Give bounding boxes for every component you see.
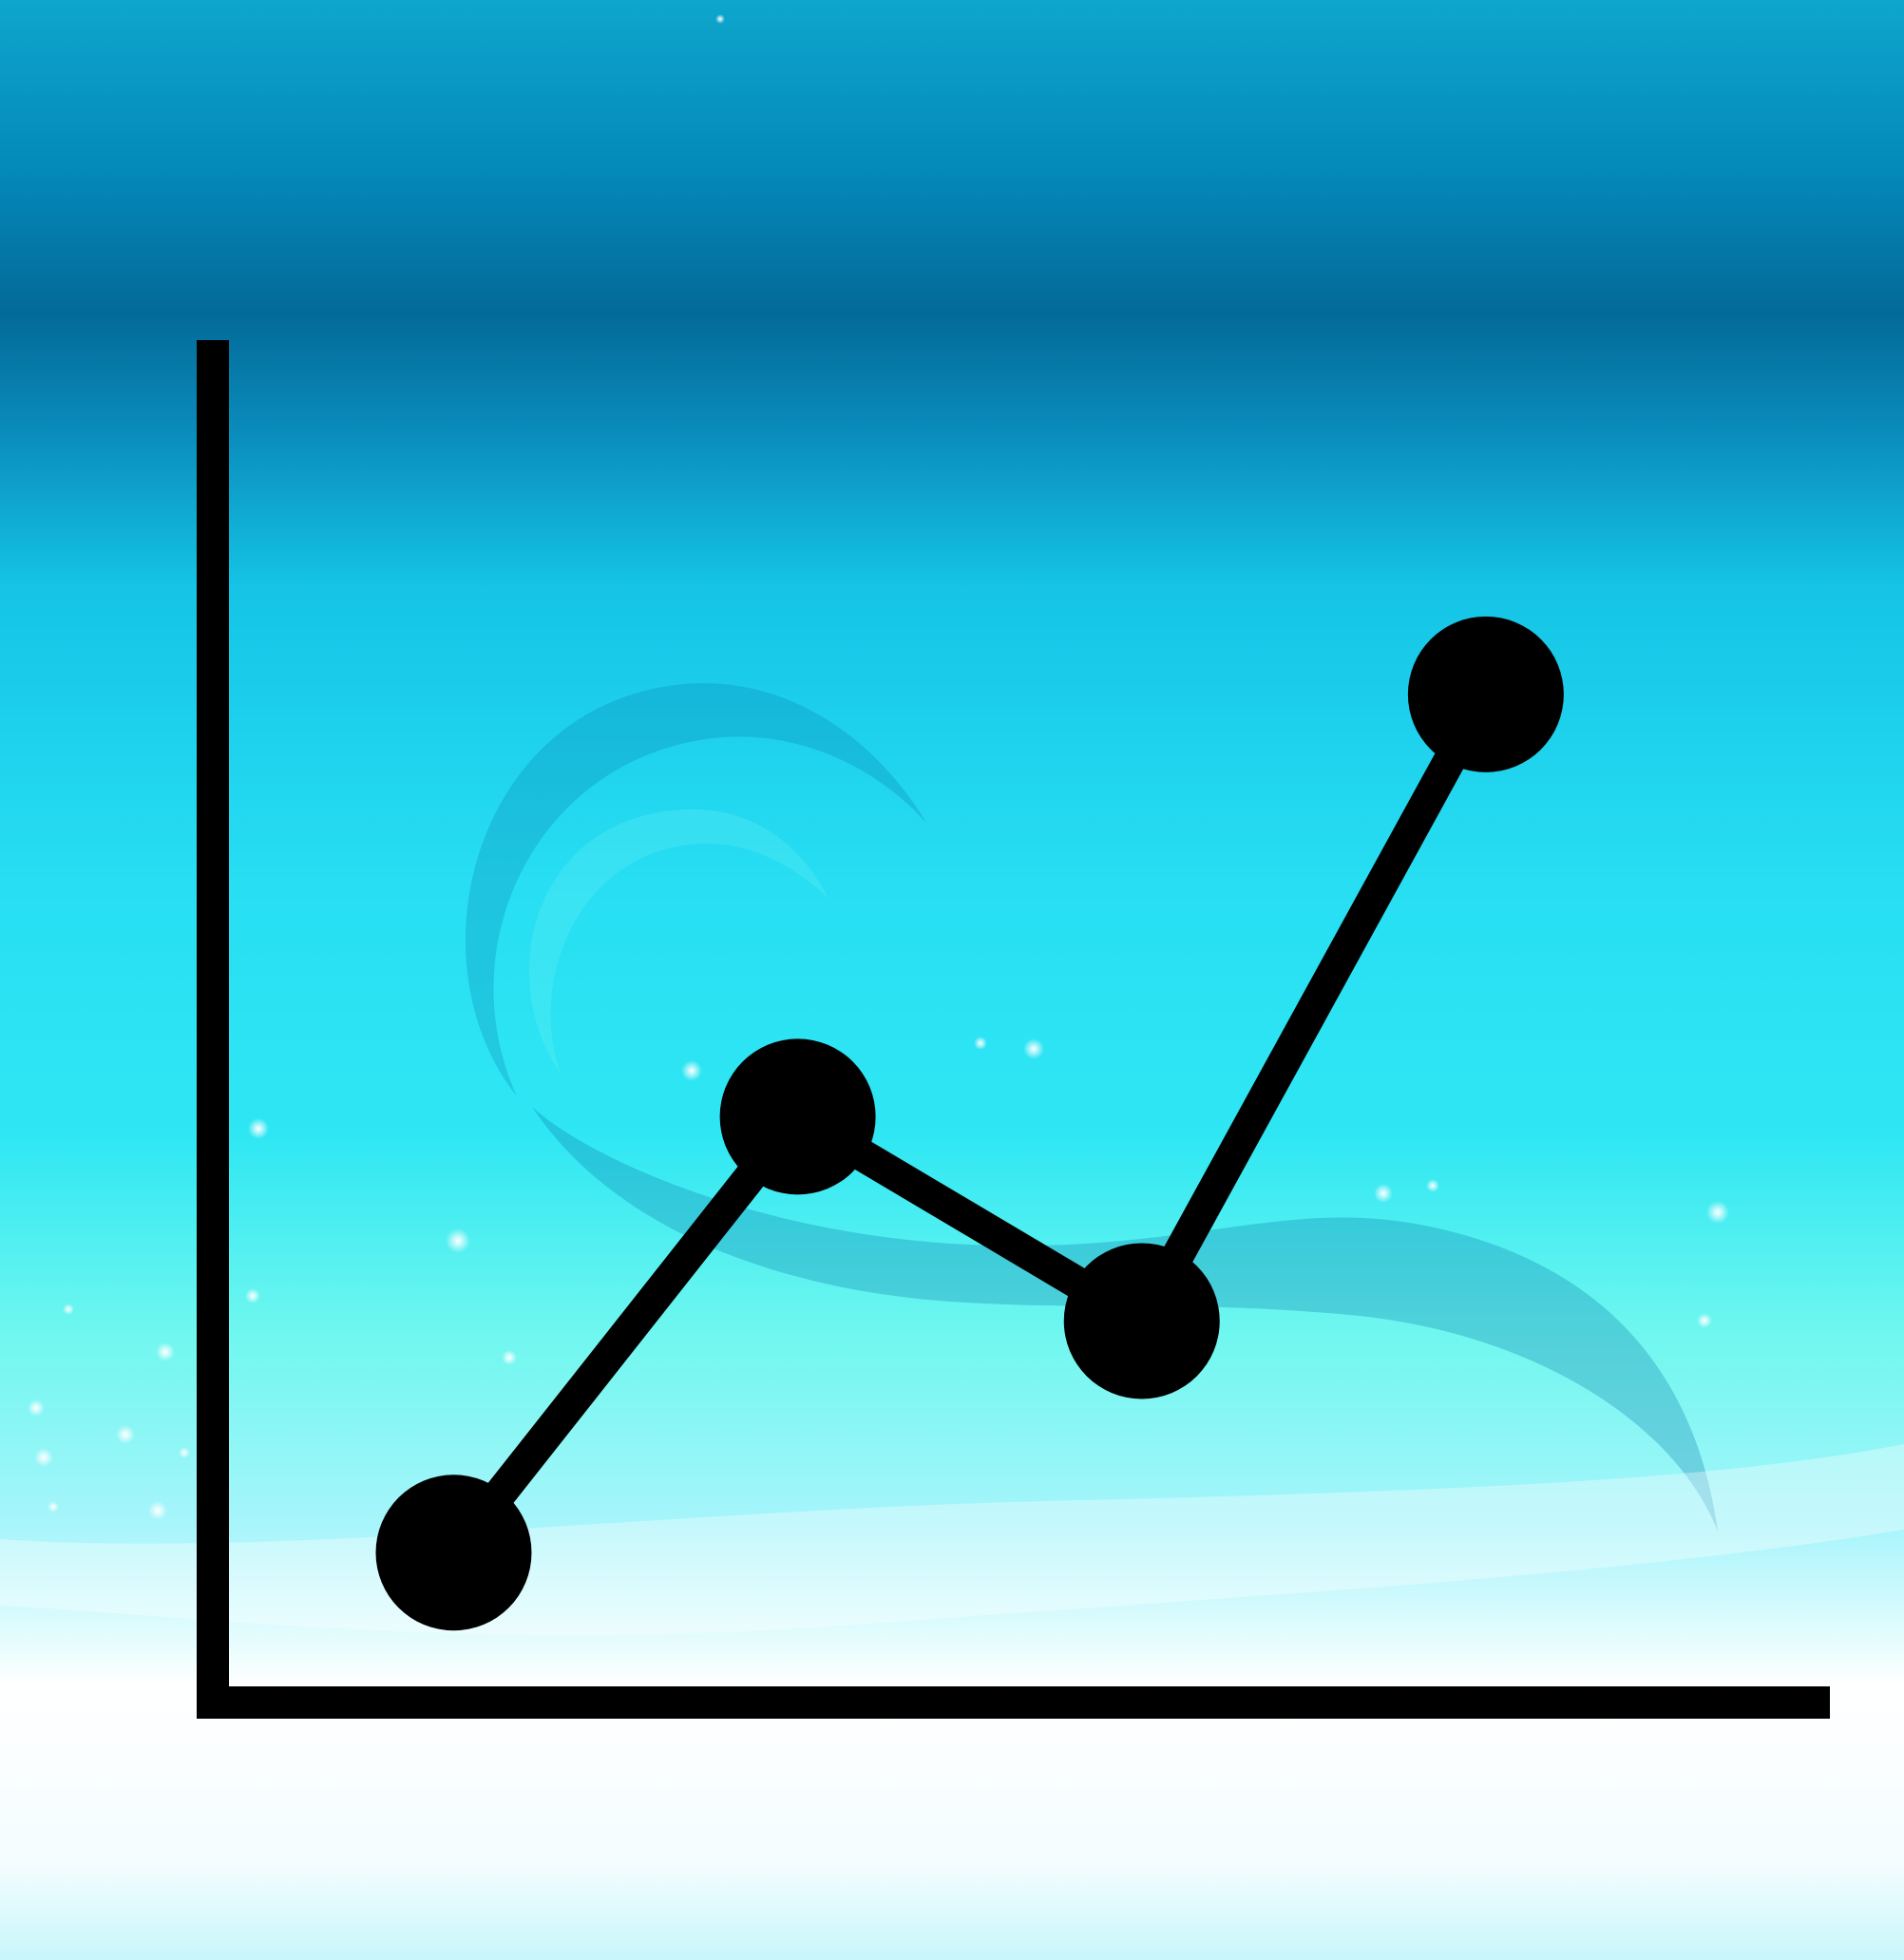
sparkle xyxy=(502,1350,517,1365)
sparkle xyxy=(28,1399,45,1417)
sparkle xyxy=(974,1037,987,1050)
data-point xyxy=(375,1475,532,1631)
sparkle xyxy=(34,1448,53,1467)
sparkles xyxy=(28,14,1729,1520)
sparkle xyxy=(63,1303,74,1315)
sparkle xyxy=(116,1425,135,1444)
sparkle xyxy=(248,1118,269,1139)
sparkle xyxy=(1426,1179,1439,1192)
background-wave-arc xyxy=(532,1107,1718,1532)
sparkle xyxy=(681,1060,702,1081)
background-swirl-small xyxy=(528,809,828,1074)
sparkle xyxy=(715,14,725,24)
sparkle xyxy=(1706,1201,1729,1224)
sparkle xyxy=(1697,1313,1712,1328)
data-point xyxy=(719,1038,876,1195)
sparkle xyxy=(1023,1038,1044,1059)
sparkle xyxy=(446,1228,470,1253)
sparkle xyxy=(1374,1184,1393,1203)
sparkle xyxy=(148,1501,167,1520)
sparkle xyxy=(156,1342,175,1361)
data-point xyxy=(1063,1243,1220,1399)
series-line xyxy=(441,686,1500,1563)
background-swirl-large xyxy=(465,683,926,1096)
plot-area xyxy=(375,616,1564,1631)
sparkle xyxy=(245,1288,260,1303)
data-point xyxy=(1407,616,1564,772)
axes xyxy=(197,340,1830,1719)
sparkle xyxy=(48,1501,59,1513)
sparkle xyxy=(179,1447,190,1458)
